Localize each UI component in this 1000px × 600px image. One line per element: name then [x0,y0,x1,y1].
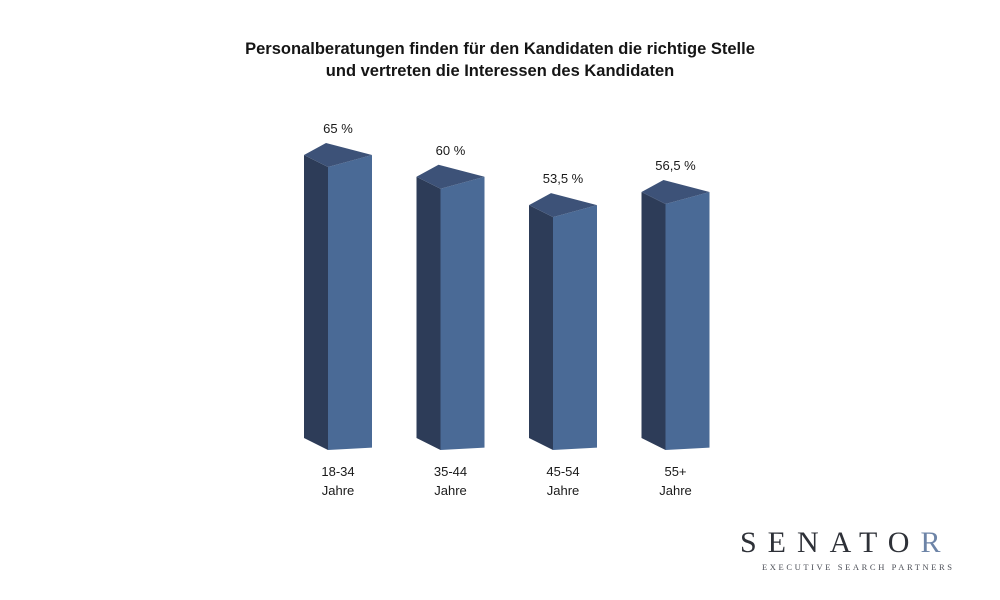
chart-title: Personalberatungen finden für den Kandid… [0,38,1000,82]
category-label-3-line-1: 45-54 [546,464,579,479]
data-label-2: 60 % [436,143,466,158]
data-label-3: 53,5 % [543,171,584,186]
logo-main-text: SENATO [740,526,921,559]
bar-front-face [440,176,485,450]
category-label-3-line-2: Jahre [547,483,580,498]
category-label-4-line-1: 55+ [664,464,686,479]
bar-side-face [304,155,328,450]
category-label-4-line-2: Jahre [659,483,692,498]
chart-title-line-1: Personalberatungen finden für den Kandid… [245,40,755,58]
bar-top-face [304,143,372,167]
category-label-1-line-1: 18-34 [321,464,354,479]
category-label-2-line-2: Jahre [434,483,467,498]
category-label-2-line-1: 35-44 [434,464,467,479]
bar-top-face [529,193,597,218]
bar-top-face [641,180,710,205]
bar-3 [529,193,597,450]
logo-wordmark: SENATOR [740,526,972,560]
logo-tagline: EXECUTIVE SEARCH PARTNERS [762,562,955,572]
bar-front-face [553,205,597,450]
bar-side-face [416,176,441,450]
category-label-1-line-2: Jahre [322,483,355,498]
data-label-4: 56,5 % [655,158,696,173]
bar-front-face [665,192,710,450]
bar-side-face [529,205,553,450]
bar-side-face [641,192,666,450]
senator-logo: SENATOR EXECUTIVE SEARCH PARTNERS [740,526,972,572]
bar-top-face [416,164,485,189]
bar-4 [641,180,710,450]
bar-1 [304,143,372,450]
logo-accent-letter: R [920,526,952,559]
chart-title-line-2: und vertreten die Interessen des Kandida… [325,62,675,80]
bar-front-face [328,155,372,450]
bar-2 [416,164,485,450]
data-label-1: 65 % [323,121,353,136]
